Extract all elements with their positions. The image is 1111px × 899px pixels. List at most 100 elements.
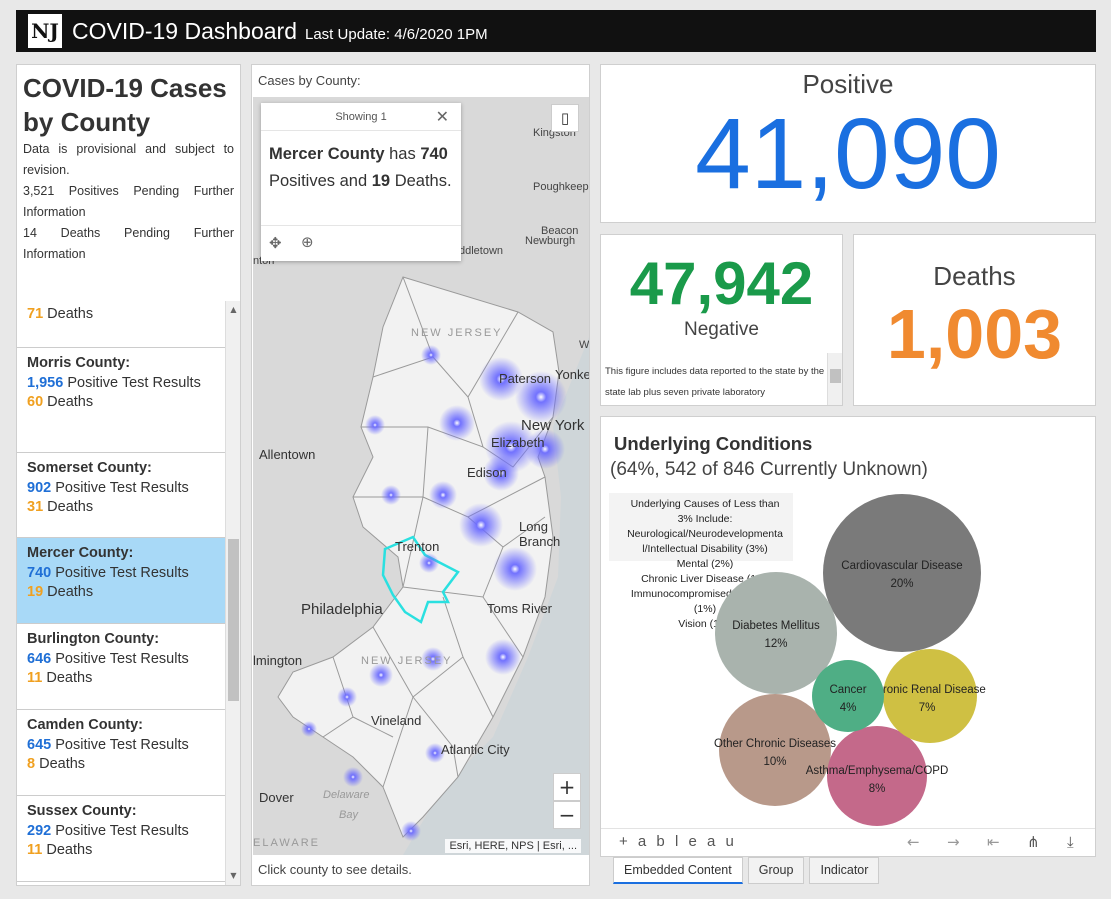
provisional-note: Data is provisional and subject to revis…: [23, 142, 234, 177]
bubble-cancer[interactable]: Cancer 4%: [812, 660, 884, 732]
map-attribution: Esri, HERE, NPS | Esri, ...: [445, 839, 581, 853]
tab-group[interactable]: Group: [747, 857, 805, 884]
negative-value: 47,942: [629, 250, 814, 317]
map-label: Poughkeep: [533, 181, 589, 193]
list-scrollbar[interactable]: ▲ ▼: [225, 301, 240, 885]
map-label: New York: [521, 417, 585, 434]
redo-icon[interactable]: →: [947, 833, 960, 851]
deaths-pending-note: 14 Deaths Pending Further Information: [23, 226, 234, 261]
map-label: NEW JERSEY: [361, 655, 453, 667]
svg-text:Asthma/Emphysema/COPD: Asthma/Emphysema/COPD: [806, 765, 949, 777]
map-label: lmington: [253, 653, 303, 668]
svg-text:Diabetes Mellitus: Diabetes Mellitus: [732, 620, 820, 632]
svg-text:8%: 8%: [869, 783, 886, 795]
map-label: Toms River: [487, 601, 553, 616]
svg-text:Cardiovascular Disease: Cardiovascular Disease: [841, 560, 962, 572]
pan-icon[interactable]: ✥: [269, 234, 282, 252]
map-label: Delaware: [323, 789, 370, 801]
positives-pending-note: 3,521 Positives Pending Further Informat…: [23, 184, 234, 219]
case-hotspots: [301, 345, 567, 841]
bubble-circle[interactable]: [883, 649, 977, 743]
bookmark-icon[interactable]: ▯: [551, 104, 579, 132]
negative-label: Negative: [684, 319, 759, 340]
map-label: Newburgh: [525, 235, 576, 247]
bubble-renal[interactable]: Chronic Renal Disease 7%: [868, 649, 986, 743]
tableau-logo: + a b l e a u: [619, 833, 737, 850]
tab-embedded-content[interactable]: Embedded Content: [613, 857, 743, 884]
scrollbar-thumb[interactable]: [228, 539, 239, 701]
map-label: Dover: [259, 790, 294, 805]
popup-showing: Showing 1: [261, 103, 461, 131]
map-label: Paterson: [499, 371, 552, 386]
map-label: ddletown: [459, 245, 504, 257]
county-map[interactable]: Kingston Poughkeep Beacon Newburgh ddlet…: [253, 97, 589, 855]
negative-indicator: 47,942 Negative This figure includes dat…: [600, 234, 843, 406]
bubble-circle[interactable]: [715, 572, 837, 694]
nj-logo: NJ: [28, 14, 62, 48]
map-label: Long Branch: [519, 519, 561, 549]
map-label: Yonke: [555, 367, 589, 382]
bubble-other-chronic[interactable]: Other Chronic Diseases 10%: [714, 694, 836, 806]
negative-scrollbar[interactable]: [827, 353, 842, 405]
svg-text:4%: 4%: [840, 702, 857, 714]
svg-text:Chronic Renal Disease: Chronic Renal Disease: [868, 684, 986, 696]
scrollbar-thumb[interactable]: [830, 369, 841, 383]
bubble-circle[interactable]: [719, 694, 831, 806]
panel-title: COVID-19 Cases by County: [23, 73, 227, 137]
list-item[interactable]: Burlington County: 646 Positive Test Res…: [17, 624, 225, 710]
county-name: Camden County:: [27, 717, 143, 733]
list-item[interactable]: Somerset County: 902 Positive Test Resul…: [17, 453, 225, 538]
svg-text:Other Chronic Diseases: Other Chronic Diseases: [714, 738, 836, 750]
download-icon[interactable]: ⤓: [1067, 833, 1074, 851]
top-bar: NJ COVID-19 Dashboard Last Update: 4/6/2…: [16, 10, 1096, 52]
map-label: Edison: [467, 465, 507, 480]
list-item[interactable]: Camden County: 645 Positive Test Results…: [17, 710, 225, 796]
svg-text:7%: 7%: [919, 702, 936, 714]
bubble-circle[interactable]: [823, 494, 981, 652]
svg-text:10%: 10%: [763, 756, 786, 768]
list-item[interactable]: Morris County: 1,956 Positive Test Resul…: [17, 348, 225, 453]
close-icon[interactable]: ✕: [435, 107, 449, 126]
svg-text:20%: 20%: [890, 578, 913, 590]
zoom-out-button[interactable]: −: [553, 801, 581, 829]
share-icon[interactable]: ⋔: [1027, 833, 1040, 851]
low-note-box: [609, 493, 793, 561]
map-label: W: [579, 339, 589, 351]
popup-footer: ✥ ⊕: [261, 225, 461, 261]
last-update: Last Update: 4/6/2020 1PM: [305, 25, 488, 43]
map-label: Allentown: [259, 447, 316, 462]
scroll-up-arrow-icon[interactable]: ▲: [230, 305, 237, 314]
county-name: Morris County:: [27, 355, 131, 371]
mercer-county-highlight[interactable]: [381, 535, 460, 624]
tableau-toolbar: + a b l e a u ← → ⇤ ⋔ ⤓: [601, 828, 1095, 856]
map-label: ELAWARE: [253, 837, 320, 849]
map-header: Cases by County:: [258, 73, 361, 88]
map-label: Beacon: [541, 225, 579, 237]
popup-body: Mercer County has 740 Positives and 19 D…: [269, 145, 452, 190]
deaths-value: 1,003: [886, 295, 1063, 373]
underlying-conditions-panel: Underlying Conditions (64%, 542 of 846 C…: [600, 416, 1096, 857]
positive-label: Positive: [802, 69, 894, 99]
list-item-selected[interactable]: Mercer County: 740 Positive Test Results…: [17, 538, 225, 624]
bubble-circle[interactable]: [827, 726, 927, 826]
bubble-diabetes[interactable]: Diabetes Mellitus 12%: [715, 572, 837, 694]
zoom-to-icon[interactable]: ⊕: [301, 233, 314, 251]
map-label: Philadelphia: [301, 601, 383, 618]
revert-icon[interactable]: ⇤: [987, 833, 1000, 851]
widget-tabs: Embedded Content Group Indicator: [613, 857, 880, 884]
scroll-down-arrow-icon[interactable]: ▼: [230, 871, 237, 880]
bubble-cardiovascular[interactable]: Cardiovascular Disease 20%: [823, 494, 981, 652]
map-footer: Click county to see details.: [258, 862, 412, 877]
county-name: Somerset County:: [27, 460, 152, 476]
county-list[interactable]: 71 Deaths Morris County: 1,956 Positive …: [17, 301, 240, 885]
list-item[interactable]: Sussex County: 292 Positive Test Results…: [17, 796, 225, 882]
bubble-circle[interactable]: [812, 660, 884, 732]
tab-indicator[interactable]: Indicator: [809, 857, 880, 884]
undo-icon[interactable]: ←: [907, 833, 920, 851]
zoom-in-button[interactable]: +: [553, 773, 581, 801]
list-item[interactable]: 71 Deaths: [17, 301, 225, 348]
map-label: Vineland: [371, 713, 422, 728]
bubble-asthma[interactable]: Asthma/Emphysema/COPD 8%: [806, 726, 949, 826]
svg-text:12%: 12%: [764, 638, 787, 650]
conditions-title: Underlying Conditions: [614, 433, 813, 454]
